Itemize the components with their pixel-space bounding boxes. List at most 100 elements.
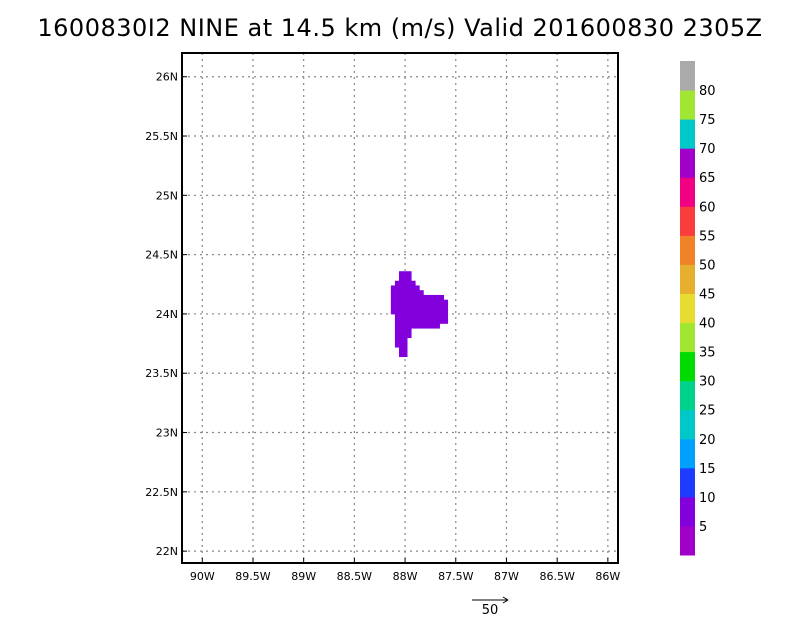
x-tick-label: 86.5W (539, 570, 574, 583)
colorbar-segment (680, 148, 695, 178)
wind-cell (407, 294, 412, 301)
wind-cell (435, 309, 440, 315)
axis-ticks: 90W 89.5W 89W 88.5W 88W 87.5W 87W 86.5W 86W 22N 22… (145, 71, 620, 583)
wind-cell (390, 285, 396, 291)
wind-cell (398, 313, 404, 320)
wind-cell (407, 275, 412, 282)
x-tick-label: 87.5W (438, 570, 473, 583)
wind-cell (427, 294, 432, 301)
wind-cell (431, 313, 436, 320)
wind-cell (403, 290, 408, 296)
colorbar-segment (680, 409, 695, 440)
wind-cell (403, 285, 408, 291)
wind-cell (443, 309, 449, 315)
wind-cell (411, 318, 416, 324)
wind-cell (415, 313, 420, 320)
vector-reference: 50 (472, 596, 509, 618)
wind-cell (411, 299, 416, 305)
wind-cell (403, 271, 408, 277)
colorbar-segment (680, 322, 695, 353)
colorbar-label: 5 (699, 520, 707, 535)
wind-cell (398, 351, 404, 358)
wind-cell (398, 309, 404, 315)
wind-cell (394, 294, 400, 301)
colorbar-label: 10 (699, 491, 716, 506)
y-tick-label: 23.5N (145, 367, 178, 380)
wind-cell (439, 318, 444, 324)
wind-cell (403, 337, 408, 343)
wind-cell (394, 299, 400, 305)
colorbar-segment (680, 264, 695, 294)
wind-cell (398, 299, 404, 305)
wind-cell (435, 323, 440, 329)
colorbar-label: 80 (699, 84, 716, 99)
wind-cell (407, 332, 412, 339)
wind-cell (419, 290, 424, 296)
wind-cell (390, 304, 396, 310)
wind-cell (411, 313, 416, 320)
wind-cell (411, 323, 416, 329)
colorbar-segment (680, 90, 695, 120)
wind-cell (423, 309, 428, 315)
wind-cell (394, 280, 400, 286)
colorbar-label: 25 (699, 404, 716, 419)
wind-cell (394, 323, 400, 329)
wind-cell (403, 294, 408, 301)
x-tick-label: 89W (291, 570, 316, 583)
wind-cell (403, 318, 408, 324)
wind-cell (419, 299, 424, 305)
chart-title: 1600830I2 NINE at 14.5 km (m/s) Valid 20… (37, 14, 763, 42)
colorbar-label: 45 (699, 287, 716, 302)
wind-cell (398, 323, 404, 329)
colorbar-label: 65 (699, 171, 716, 186)
wind-cell (423, 323, 428, 329)
wind-cell (415, 323, 420, 329)
wind-cell (398, 271, 404, 277)
wind-cell (403, 332, 408, 339)
wind-cell (431, 323, 436, 329)
x-tick-label: 89.5W (235, 570, 270, 583)
wind-cell (439, 309, 444, 315)
colorbar-segment (680, 496, 695, 527)
wind-cell (415, 318, 420, 324)
wind-cell (435, 304, 440, 310)
y-tick-label: 25N (156, 189, 178, 202)
colorbar-label: 70 (699, 142, 716, 157)
colorbar-label: 55 (699, 229, 716, 244)
wind-cell (427, 313, 432, 320)
wind-cell (431, 304, 436, 310)
colorbar-label: 30 (699, 375, 716, 390)
wind-cell (403, 304, 408, 310)
wind-cell (407, 309, 412, 315)
wind-cell (411, 304, 416, 310)
wind-cell (427, 309, 432, 315)
wind-cell (398, 294, 404, 301)
wind-cell (439, 294, 444, 301)
x-tick-label: 86W (595, 570, 620, 583)
wind-cell (403, 275, 408, 282)
wind-cell (443, 318, 449, 324)
wind-cell (394, 313, 400, 320)
wind-cell (415, 285, 420, 291)
wind-cell (407, 318, 412, 324)
wind-cell (439, 313, 444, 320)
wind-cell (407, 328, 412, 334)
wind-cell (398, 347, 404, 353)
wind-cell (415, 304, 420, 310)
wind-cell (394, 332, 400, 339)
colorbar-segment (680, 235, 695, 265)
wind-cell (394, 342, 400, 348)
colorbar-label: 35 (699, 346, 716, 361)
colorbar-segment (680, 351, 695, 382)
wind-cell (443, 299, 449, 305)
wind-cell (431, 309, 436, 315)
wind-cell (411, 290, 416, 296)
wind-cell (435, 294, 440, 301)
colorbar-segment (680, 61, 695, 91)
wind-cell (435, 313, 440, 320)
reference-arrow-label: 50 (482, 603, 499, 618)
colorbar: 5 10 15 20 25 30 35 40 45 50 55 60 65 70 75 80 (680, 61, 716, 556)
wind-cell (403, 328, 408, 334)
wind-cell (398, 328, 404, 334)
y-tick-label: 25.5N (145, 130, 178, 143)
